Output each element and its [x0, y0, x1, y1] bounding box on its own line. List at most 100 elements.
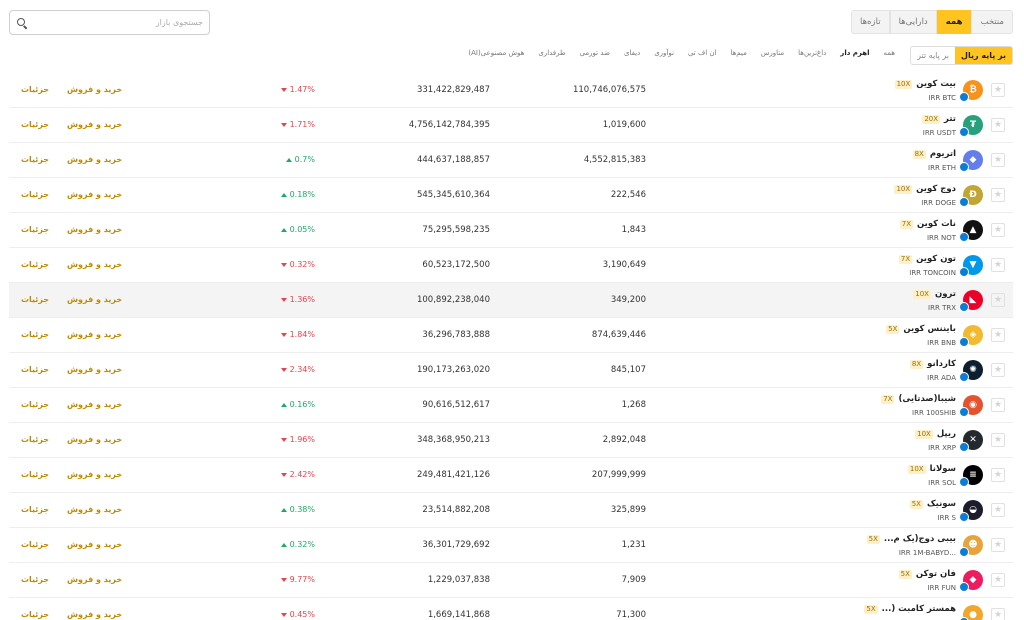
- table-row[interactable]: ★ ✕ ریپل 10X IRR XRP 2,892,048 348,368,950,213…: [9, 423, 1013, 458]
- coin-name: بایننس کوین 5X: [886, 324, 956, 334]
- table-row[interactable]: ★ ▼ تون کوین 7X IRR TONCOIN 3,190,649 60,523,1…: [9, 248, 1013, 283]
- star-icon[interactable]: ★: [991, 188, 1005, 202]
- star-icon[interactable]: ★: [991, 608, 1005, 620]
- table-row[interactable]: ★ ✺ کاردانو 8X IRR ADA 845,107 190,173,263,020…: [9, 353, 1013, 388]
- category-filter[interactable]: ان اف تی: [687, 49, 717, 57]
- table-row[interactable]: ★ ◒ سونیک 5X IRR S 325,899 23,514,882,208 0.38%…: [9, 493, 1013, 528]
- star-icon[interactable]: ★: [991, 538, 1005, 552]
- details-link[interactable]: جزئیات: [21, 505, 50, 514]
- table-row[interactable]: ★ ◆ اتریوم 8X IRR ETH 4,552,815,383 444,637,18…: [9, 143, 1013, 178]
- trade-link[interactable]: خرید و فروش: [67, 190, 123, 199]
- change-percent: 0.45%: [280, 610, 315, 619]
- details-link[interactable]: جزئیات: [21, 470, 50, 479]
- category-filter[interactable]: میم‌ها: [730, 49, 747, 57]
- market-search[interactable]: [9, 10, 210, 35]
- details-link[interactable]: جزئیات: [21, 85, 50, 94]
- quote-rial-button[interactable]: بر پایه ریال: [955, 47, 1012, 64]
- category-filter[interactable]: داغ‌ترین‌ها: [798, 49, 827, 57]
- details-link[interactable]: جزئیات: [21, 610, 50, 619]
- table-row[interactable]: ★ ₿ بیت کوین 10X IRR BTC 110,746,076,575 331,4…: [9, 73, 1013, 108]
- coin-volume: 1,669,141,868: [427, 610, 490, 620]
- leverage-badge: 5X: [909, 499, 923, 509]
- trade-link[interactable]: خرید و فروش: [67, 540, 123, 549]
- category-filter[interactable]: هوش مصنوعی(AI): [468, 49, 525, 57]
- details-link[interactable]: جزئیات: [21, 190, 50, 199]
- table-row[interactable]: ★ ◣ ترون 10X IRR TRX 349,200 100,892,238,040 1.…: [9, 283, 1013, 318]
- trade-link[interactable]: خرید و فروش: [67, 225, 123, 234]
- category-filter[interactable]: دیفای: [623, 49, 641, 57]
- trade-link[interactable]: خرید و فروش: [67, 575, 123, 584]
- details-link[interactable]: جزئیات: [21, 540, 50, 549]
- table-row[interactable]: ★ ◈ بایننس کوین 5X IRR BNB 874,639,446 36,296,…: [9, 318, 1013, 353]
- trade-link[interactable]: خرید و فروش: [67, 330, 123, 339]
- coin-glyph: ◈: [969, 330, 977, 340]
- search-input[interactable]: [28, 18, 203, 27]
- trade-link[interactable]: خرید و فروش: [67, 295, 123, 304]
- coin-price: 222,546: [610, 190, 646, 200]
- arrow-down-icon: [280, 332, 287, 337]
- table-row[interactable]: ★ ▲ نات کوین 7X IRR NOT 1,843 75,295,598,235 0.…: [9, 213, 1013, 248]
- category-filter[interactable]: اهرم دار: [840, 49, 870, 57]
- details-link[interactable]: جزئیات: [21, 155, 50, 164]
- coin-pair: IRR USDT: [922, 129, 956, 137]
- star-icon[interactable]: ★: [991, 223, 1005, 237]
- category-filter[interactable]: همه: [883, 49, 896, 57]
- quote-tether-button[interactable]: بر پایه تتر: [911, 47, 956, 64]
- star-icon[interactable]: ★: [991, 153, 1005, 167]
- star-icon[interactable]: ★: [991, 293, 1005, 307]
- details-link[interactable]: جزئیات: [21, 575, 50, 584]
- star-icon[interactable]: ★: [991, 573, 1005, 587]
- category-filter[interactable]: متاورس: [760, 49, 785, 57]
- coin-volume: 348,368,950,213: [416, 435, 490, 445]
- trade-link[interactable]: خرید و فروش: [67, 400, 123, 409]
- star-icon[interactable]: ★: [991, 398, 1005, 412]
- table-row[interactable]: ★ ☻ بیبی دوج(یک م... 5X IRR 1M-BABYD... 1,231…: [9, 528, 1013, 563]
- details-link[interactable]: جزئیات: [21, 435, 50, 444]
- tab-new[interactable]: تازه‌ها: [850, 10, 890, 34]
- trade-link[interactable]: خرید و فروش: [67, 85, 123, 94]
- trade-link[interactable]: خرید و فروش: [67, 120, 123, 129]
- trade-link[interactable]: خرید و فروش: [67, 260, 123, 269]
- change-value: 2.42%: [289, 470, 315, 479]
- trade-link[interactable]: خرید و فروش: [67, 505, 123, 514]
- trade-link[interactable]: خرید و فروش: [67, 470, 123, 479]
- star-icon[interactable]: ★: [991, 468, 1005, 482]
- category-filter[interactable]: طرفداری: [538, 49, 566, 57]
- tab-favorites[interactable]: منتخب: [971, 10, 1013, 34]
- star-icon[interactable]: ★: [991, 118, 1005, 132]
- details-link[interactable]: جزئیات: [21, 260, 50, 269]
- details-link[interactable]: جزئیات: [21, 120, 50, 129]
- trade-link[interactable]: خرید و فروش: [67, 365, 123, 374]
- hamster-icon: ●: [959, 605, 983, 620]
- trade-link[interactable]: خرید و فروش: [67, 610, 123, 619]
- category-filter[interactable]: نوآوری: [654, 49, 674, 57]
- coin-pair: IRR ETH: [928, 164, 956, 172]
- table-row[interactable]: ★ Ð دوج کوین 10X IRR DOGE 222,546 545,345,610,…: [9, 178, 1013, 213]
- star-icon[interactable]: ★: [991, 503, 1005, 517]
- details-link[interactable]: جزئیات: [21, 295, 50, 304]
- table-row[interactable]: ★ ◉ شیبا(صدتایی) 7X IRR 100SHIB 1,268 90,616,5…: [9, 388, 1013, 423]
- coin-name: سولانا 10X: [907, 464, 956, 474]
- table-row[interactable]: ★ ₮ تتر 20X IRR USDT 1,019,600 4,756,142,784,3…: [9, 108, 1013, 143]
- category-filter[interactable]: ضد تورمی: [579, 49, 610, 57]
- star-icon[interactable]: ★: [991, 328, 1005, 342]
- details-link[interactable]: جزئیات: [21, 330, 50, 339]
- star-icon[interactable]: ★: [991, 433, 1005, 447]
- trade-link[interactable]: خرید و فروش: [67, 155, 123, 164]
- coin-pair: IRR BNB: [927, 339, 956, 347]
- table-row[interactable]: ★ ◆ فان توکن 5X IRR FUN 7,909 1,229,037,838 9.7…: [9, 563, 1013, 598]
- coin-glyph: ₿: [969, 85, 977, 95]
- details-link[interactable]: جزئیات: [21, 365, 50, 374]
- tab-all[interactable]: همه: [936, 10, 972, 34]
- table-row[interactable]: ★ ≡ سولانا 10X IRR SOL 207,999,999 249,481,421…: [9, 458, 1013, 493]
- star-icon[interactable]: ★: [991, 258, 1005, 272]
- trade-link[interactable]: خرید و فروش: [67, 435, 123, 444]
- star-icon[interactable]: ★: [991, 363, 1005, 377]
- star-icon[interactable]: ★: [991, 83, 1005, 97]
- details-link[interactable]: جزئیات: [21, 225, 50, 234]
- details-link[interactable]: جزئیات: [21, 400, 50, 409]
- search-icon[interactable]: [16, 17, 28, 29]
- market-tabs: منتخب همه دارایی‌ها تازه‌ها: [850, 10, 1013, 34]
- tab-assets[interactable]: دارایی‌ها: [889, 10, 937, 34]
